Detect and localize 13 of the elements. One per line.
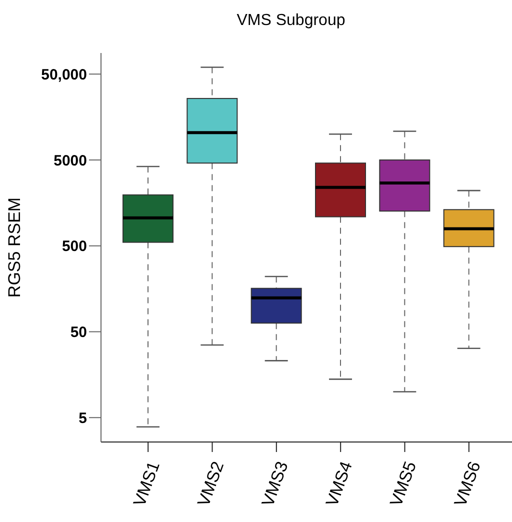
y-tick-label: 5 xyxy=(78,410,87,427)
x-tick-label: VMS3 xyxy=(258,458,292,509)
y-tick-label: 50 xyxy=(70,324,87,342)
y-tick-label: 5000 xyxy=(54,152,87,170)
y-tick-label: 500 xyxy=(62,238,87,256)
x-tick-label: VMS4 xyxy=(322,458,356,509)
y-axis-title: RGS5 RSEM xyxy=(5,197,24,298)
x-tick-label: VMS5 xyxy=(386,458,420,509)
x-tick-label: VMS6 xyxy=(450,458,484,509)
y-tick-label: 50,000 xyxy=(41,66,87,84)
x-tick-label: VMS2 xyxy=(193,458,228,509)
chart-title: VMS Subgroup xyxy=(236,12,346,30)
x-tick-label: VMS1 xyxy=(129,458,164,509)
